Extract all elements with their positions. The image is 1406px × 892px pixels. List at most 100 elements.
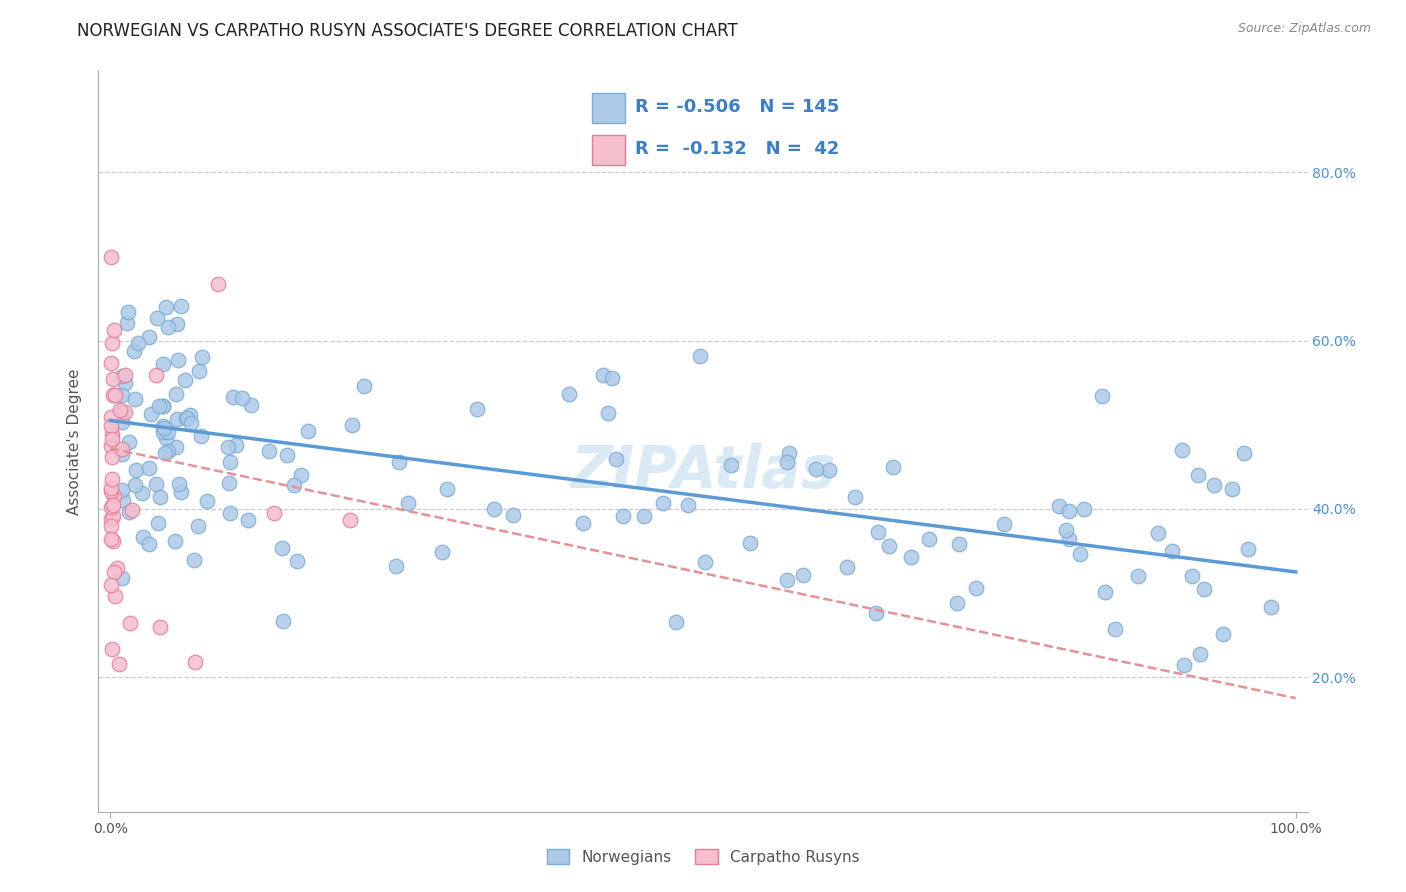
Point xyxy=(100,577,122,591)
Point xyxy=(101,450,124,464)
Point xyxy=(138,536,160,550)
Point xyxy=(118,506,141,520)
Point xyxy=(1091,389,1114,403)
Point xyxy=(271,614,294,628)
Point xyxy=(176,411,198,425)
Point xyxy=(1146,526,1168,541)
Point xyxy=(100,410,122,425)
Point xyxy=(1054,523,1077,537)
Point xyxy=(339,513,361,527)
Point xyxy=(817,463,839,477)
Point xyxy=(166,353,188,368)
Point xyxy=(131,486,153,500)
Point xyxy=(104,388,127,402)
Point xyxy=(231,391,253,405)
Point xyxy=(191,350,214,364)
Point xyxy=(436,482,458,496)
Point xyxy=(111,405,134,419)
Point xyxy=(918,533,941,547)
Point xyxy=(572,516,595,530)
Point xyxy=(257,443,280,458)
Point xyxy=(121,503,143,517)
Point xyxy=(112,493,135,508)
Point xyxy=(217,440,239,454)
Point xyxy=(1094,584,1116,599)
Text: R = -0.506   N = 145: R = -0.506 N = 145 xyxy=(636,98,839,117)
Point xyxy=(225,437,247,451)
Point xyxy=(149,620,172,634)
Legend: Norwegians, Carpatho Rusyns: Norwegians, Carpatho Rusyns xyxy=(540,843,866,871)
Point xyxy=(342,418,364,433)
Point xyxy=(114,405,136,419)
Point xyxy=(100,484,122,499)
Point xyxy=(108,402,131,417)
Point xyxy=(139,407,162,421)
Point xyxy=(190,428,212,442)
Point xyxy=(430,545,453,559)
Point xyxy=(270,541,292,555)
Point xyxy=(695,555,717,569)
Point xyxy=(993,517,1015,532)
Point xyxy=(207,277,229,291)
Point xyxy=(117,316,139,330)
Point xyxy=(149,490,172,504)
Point xyxy=(100,439,122,453)
Point xyxy=(111,442,134,457)
Point xyxy=(1260,599,1282,614)
Point xyxy=(103,498,125,512)
Point xyxy=(596,406,619,420)
Point xyxy=(165,441,187,455)
Point xyxy=(592,368,614,382)
Point xyxy=(124,343,146,358)
Text: R =  -0.132   N =  42: R = -0.132 N = 42 xyxy=(636,140,839,159)
Point xyxy=(179,408,201,422)
Point xyxy=(180,416,202,430)
Point xyxy=(776,573,799,587)
Point xyxy=(1171,442,1194,457)
Point xyxy=(1057,504,1080,518)
Point xyxy=(502,508,524,522)
Point xyxy=(877,539,900,553)
Point xyxy=(132,530,155,544)
Point xyxy=(1126,569,1149,583)
Point xyxy=(1181,568,1204,582)
Point xyxy=(155,301,177,315)
Y-axis label: Associate's Degree: Associate's Degree xyxy=(67,368,83,515)
Point xyxy=(612,509,634,524)
Point xyxy=(170,299,193,313)
Point xyxy=(152,418,174,433)
Point xyxy=(100,642,122,657)
Point xyxy=(285,554,308,568)
Point xyxy=(778,446,800,460)
Point xyxy=(385,558,408,573)
Point xyxy=(108,657,131,671)
Point xyxy=(276,448,298,462)
Text: Source: ZipAtlas.com: Source: ZipAtlas.com xyxy=(1237,22,1371,36)
Point xyxy=(146,516,169,530)
Point xyxy=(678,499,700,513)
Point xyxy=(183,553,205,567)
Point xyxy=(111,387,134,401)
Point xyxy=(605,452,627,467)
Point xyxy=(170,485,193,500)
Point xyxy=(806,461,828,475)
Point xyxy=(152,399,174,413)
Point xyxy=(263,507,285,521)
Point xyxy=(1233,446,1256,460)
Point xyxy=(157,444,180,458)
Point xyxy=(111,368,134,383)
Point xyxy=(101,472,124,486)
Point xyxy=(689,349,711,363)
Point xyxy=(103,534,125,549)
Point xyxy=(720,458,742,472)
Point xyxy=(652,496,675,510)
Point xyxy=(100,427,122,442)
Point xyxy=(100,512,122,526)
Point xyxy=(1073,502,1095,516)
Point xyxy=(1173,658,1195,673)
Point xyxy=(125,463,148,477)
Point xyxy=(101,432,124,446)
Point xyxy=(155,431,177,445)
Point xyxy=(124,478,146,492)
Point xyxy=(103,323,125,337)
